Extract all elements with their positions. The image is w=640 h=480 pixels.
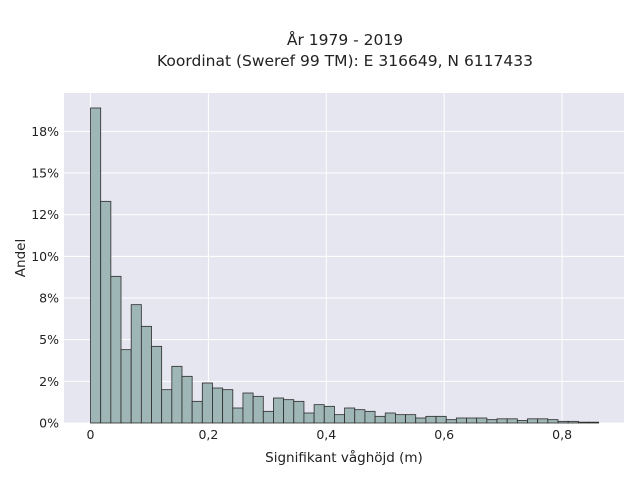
chart-subtitle: Koordinat (Sweref 99 TM): E 316649, N 61… [157,52,533,70]
histogram-bar [577,421,589,424]
histogram-bar [283,399,295,424]
x-axis-label: Signifikant våghöjd (m) [265,449,423,466]
histogram-bar [394,414,406,424]
x-tick-label: 0,8 [552,427,572,442]
histogram-bar [405,414,417,424]
histogram-bar [262,410,274,424]
histogram-bar [547,419,559,424]
histogram-bar [527,418,539,424]
y-tick-label: 12% [31,207,59,222]
histogram-bar [313,404,325,424]
histogram-bar [476,417,488,424]
histogram-bars [90,107,600,424]
chart-title: År 1979 - 2019 [287,30,403,49]
histogram-bar [557,420,569,424]
histogram-bar [90,107,102,424]
histogram-bar [445,419,457,424]
histogram-bar [354,409,366,424]
histogram-bar [344,407,356,424]
histogram-bar [201,382,213,424]
histogram-bar [516,420,528,424]
histogram-bar [364,410,376,424]
histogram-bar [273,397,285,424]
histogram-bar [110,275,122,424]
y-tick-label: 0% [39,416,59,431]
histogram-bar [293,400,305,424]
y-tick-label: 2% [39,374,59,389]
histogram-bar [140,325,152,424]
histogram-bar [252,395,264,424]
histogram-bar [334,414,345,424]
y-tick-label: 10% [31,249,59,264]
histogram-bar [191,400,203,424]
y-axis-label: Andel [13,239,29,277]
histogram-bar [425,415,437,424]
grid-lines [64,93,624,424]
x-axis-ticks: 0 0,2 0,4 0,6 0,8 [87,427,573,442]
histogram-bar [242,392,254,424]
y-tick-label: 8% [39,291,59,306]
y-axis-ticks: 0% 2% 5% 8% 10% 12% 15% 18% [31,124,59,431]
y-tick-label: 5% [39,332,59,347]
histogram-bar [415,417,427,424]
histogram-bar [120,349,132,424]
histogram-bar [212,387,224,424]
histogram-bar [455,417,467,424]
histogram-bar [435,415,447,424]
histogram-bar [588,421,600,424]
y-tick-label: 18% [31,124,59,139]
x-tick-label: 0 [87,427,95,442]
x-tick-label: 0,6 [434,427,454,442]
histogram-bar [303,412,315,424]
histogram-bar [384,412,396,424]
histogram-bar [466,417,478,424]
histogram-bar [496,418,508,424]
histogram-bar [151,345,163,424]
histogram-bar [161,389,173,424]
x-tick-label: 0,2 [198,427,218,442]
histogram-bar [323,405,335,424]
histogram-bar [374,415,386,424]
histogram-bar [506,418,518,424]
histogram-bar [222,389,234,424]
histogram-bar [130,304,142,424]
histogram-bar [232,407,244,424]
histogram-bar [171,365,183,424]
histogram-bar [537,418,549,424]
y-tick-label: 15% [31,166,59,181]
histogram-bar [486,419,498,424]
x-tick-label: 0,4 [316,427,336,442]
histogram-bar [181,375,193,424]
histogram-bar [567,420,579,424]
histogram-bar [100,200,112,424]
